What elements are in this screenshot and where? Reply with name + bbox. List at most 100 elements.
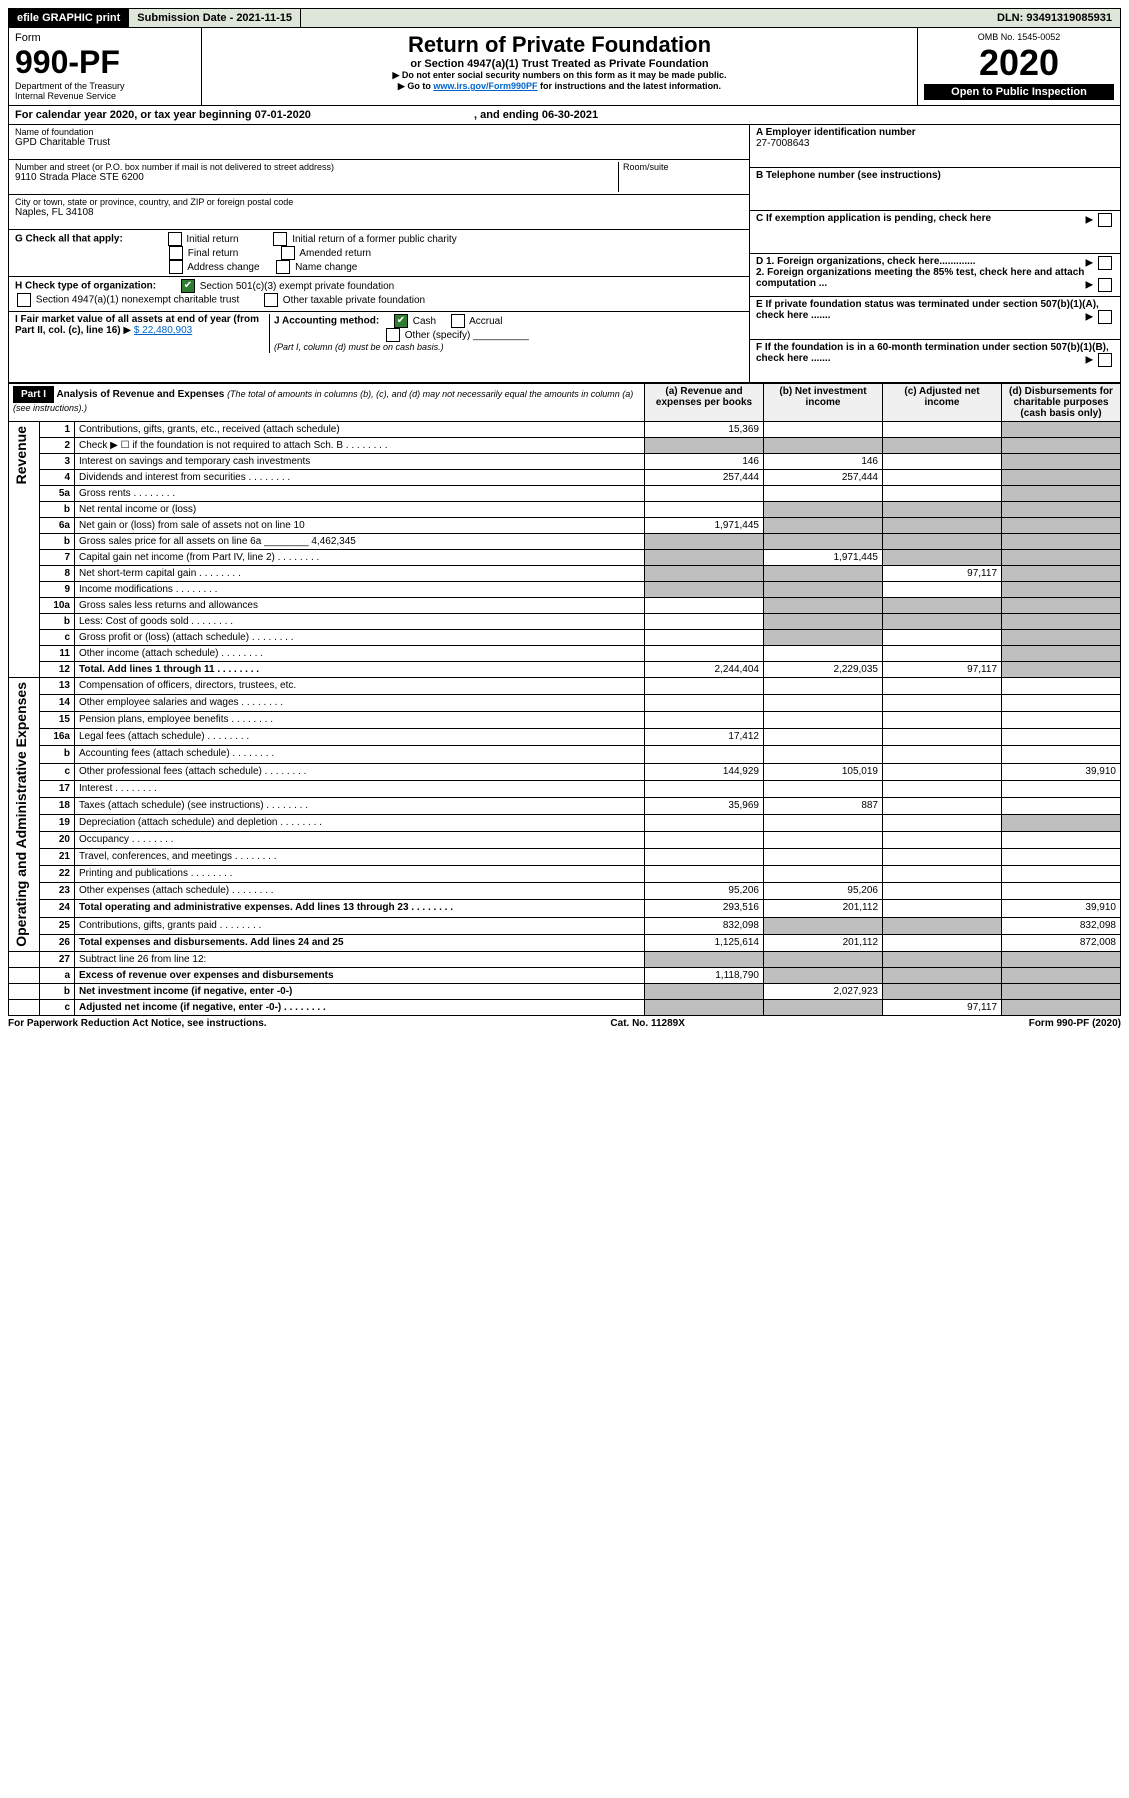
line-text: Interest <box>75 780 645 797</box>
fmv-link[interactable]: $ 22,480,903 <box>134 325 192 336</box>
cb-accrual[interactable] <box>451 314 465 328</box>
cb-f[interactable] <box>1098 353 1112 367</box>
cell <box>764 582 883 598</box>
cb-final[interactable] <box>169 246 183 260</box>
cell: 257,444 <box>645 470 764 486</box>
cb-501c3[interactable]: ✔ <box>181 279 195 293</box>
cell <box>645 814 764 831</box>
cell <box>764 814 883 831</box>
cell <box>645 678 764 695</box>
cell <box>1002 951 1121 967</box>
line-num: 16a <box>40 729 75 746</box>
cb-initial[interactable] <box>168 232 182 246</box>
irs-link[interactable]: www.irs.gov/Form990PF <box>433 81 537 91</box>
line-text: Adjusted net income (if negative, enter … <box>75 999 645 1015</box>
table-row: 16aLegal fees (attach schedule)17,412 <box>9 729 1121 746</box>
cb-d2[interactable] <box>1098 278 1112 292</box>
line-text: Contributions, gifts, grants paid <box>75 917 645 934</box>
tax-year: 2020 <box>924 42 1114 84</box>
city: Naples, FL 34108 <box>15 207 743 218</box>
cell <box>764 866 883 883</box>
table-row: 24Total operating and administrative exp… <box>9 900 1121 917</box>
cell <box>764 780 883 797</box>
table-row: 12Total. Add lines 1 through 112,244,404… <box>9 662 1121 678</box>
line-num: 8 <box>40 566 75 582</box>
dln: DLN: 93491319085931 <box>301 9 1120 27</box>
cell <box>645 712 764 729</box>
cell <box>883 883 1002 900</box>
cell <box>883 630 1002 646</box>
cb-cash[interactable]: ✔ <box>394 314 408 328</box>
line-text: Net investment income (if negative, ente… <box>75 983 645 999</box>
cell <box>1002 550 1121 566</box>
cell <box>883 814 1002 831</box>
cell <box>883 831 1002 848</box>
cell <box>1002 849 1121 866</box>
cell: 39,910 <box>1002 763 1121 780</box>
cell <box>645 614 764 630</box>
name-label: Name of foundation <box>15 127 743 137</box>
line-text: Printing and publications <box>75 866 645 883</box>
cb-amended[interactable] <box>281 246 295 260</box>
cell <box>883 934 1002 951</box>
line-num: 9 <box>40 582 75 598</box>
table-row: 20Occupancy <box>9 831 1121 848</box>
cb-other-acct[interactable] <box>386 328 400 342</box>
city-label: City or town, state or province, country… <box>15 197 743 207</box>
cell: 832,098 <box>645 917 764 934</box>
cb-e[interactable] <box>1098 310 1112 324</box>
line-text: Net short-term capital gain <box>75 566 645 582</box>
table-row: bNet rental income or (loss) <box>9 502 1121 518</box>
line-text: Depreciation (attach schedule) and deple… <box>75 814 645 831</box>
cb-d1[interactable] <box>1098 256 1112 270</box>
cell <box>645 582 764 598</box>
line-text: Subtract line 26 from line 12: <box>75 951 645 967</box>
cb-c[interactable] <box>1098 213 1112 227</box>
d2-label: 2. Foreign organizations meeting the 85%… <box>756 267 1084 289</box>
line-text: Compensation of officers, directors, tru… <box>75 678 645 695</box>
table-row: 8Net short-term capital gain97,117 <box>9 566 1121 582</box>
table-row: 26Total expenses and disbursements. Add … <box>9 934 1121 951</box>
table-row: 6aNet gain or (loss) from sale of assets… <box>9 518 1121 534</box>
line-text: Net rental income or (loss) <box>75 502 645 518</box>
cell <box>764 630 883 646</box>
cell <box>764 438 883 454</box>
cell <box>1002 438 1121 454</box>
form-header: Form 990-PF Department of the Treasury I… <box>8 28 1121 106</box>
line-text: Gross profit or (loss) (attach schedule) <box>75 630 645 646</box>
cell <box>883 438 1002 454</box>
cell <box>764 999 883 1015</box>
irs: Internal Revenue Service <box>15 91 195 101</box>
cell: 15,369 <box>645 422 764 438</box>
line-num: 24 <box>40 900 75 917</box>
line-num: 23 <box>40 883 75 900</box>
cell <box>645 438 764 454</box>
cell <box>645 534 764 550</box>
line-text: Occupancy <box>75 831 645 848</box>
cell: 2,229,035 <box>764 662 883 678</box>
cell <box>1002 983 1121 999</box>
cb-other-tax[interactable] <box>264 293 278 307</box>
cell <box>883 470 1002 486</box>
cell <box>645 951 764 967</box>
cell <box>1002 729 1121 746</box>
cell <box>1002 814 1121 831</box>
table-row: bLess: Cost of goods sold <box>9 614 1121 630</box>
cell <box>1002 422 1121 438</box>
cb-address[interactable] <box>169 260 183 274</box>
table-row: 14Other employee salaries and wages <box>9 695 1121 712</box>
cell <box>1002 470 1121 486</box>
cb-4947[interactable] <box>17 293 31 307</box>
table-row: 5aGross rents <box>9 486 1121 502</box>
line-num: 1 <box>40 422 75 438</box>
cell <box>764 534 883 550</box>
line-text: Income modifications <box>75 582 645 598</box>
cell: 887 <box>764 797 883 814</box>
line-num: 11 <box>40 646 75 662</box>
cb-initial-former[interactable] <box>273 232 287 246</box>
top-bar: efile GRAPHIC print Submission Date - 20… <box>8 8 1121 28</box>
cell <box>1002 883 1121 900</box>
cell <box>645 831 764 848</box>
cb-name[interactable] <box>276 260 290 274</box>
table-row: 19Depreciation (attach schedule) and dep… <box>9 814 1121 831</box>
